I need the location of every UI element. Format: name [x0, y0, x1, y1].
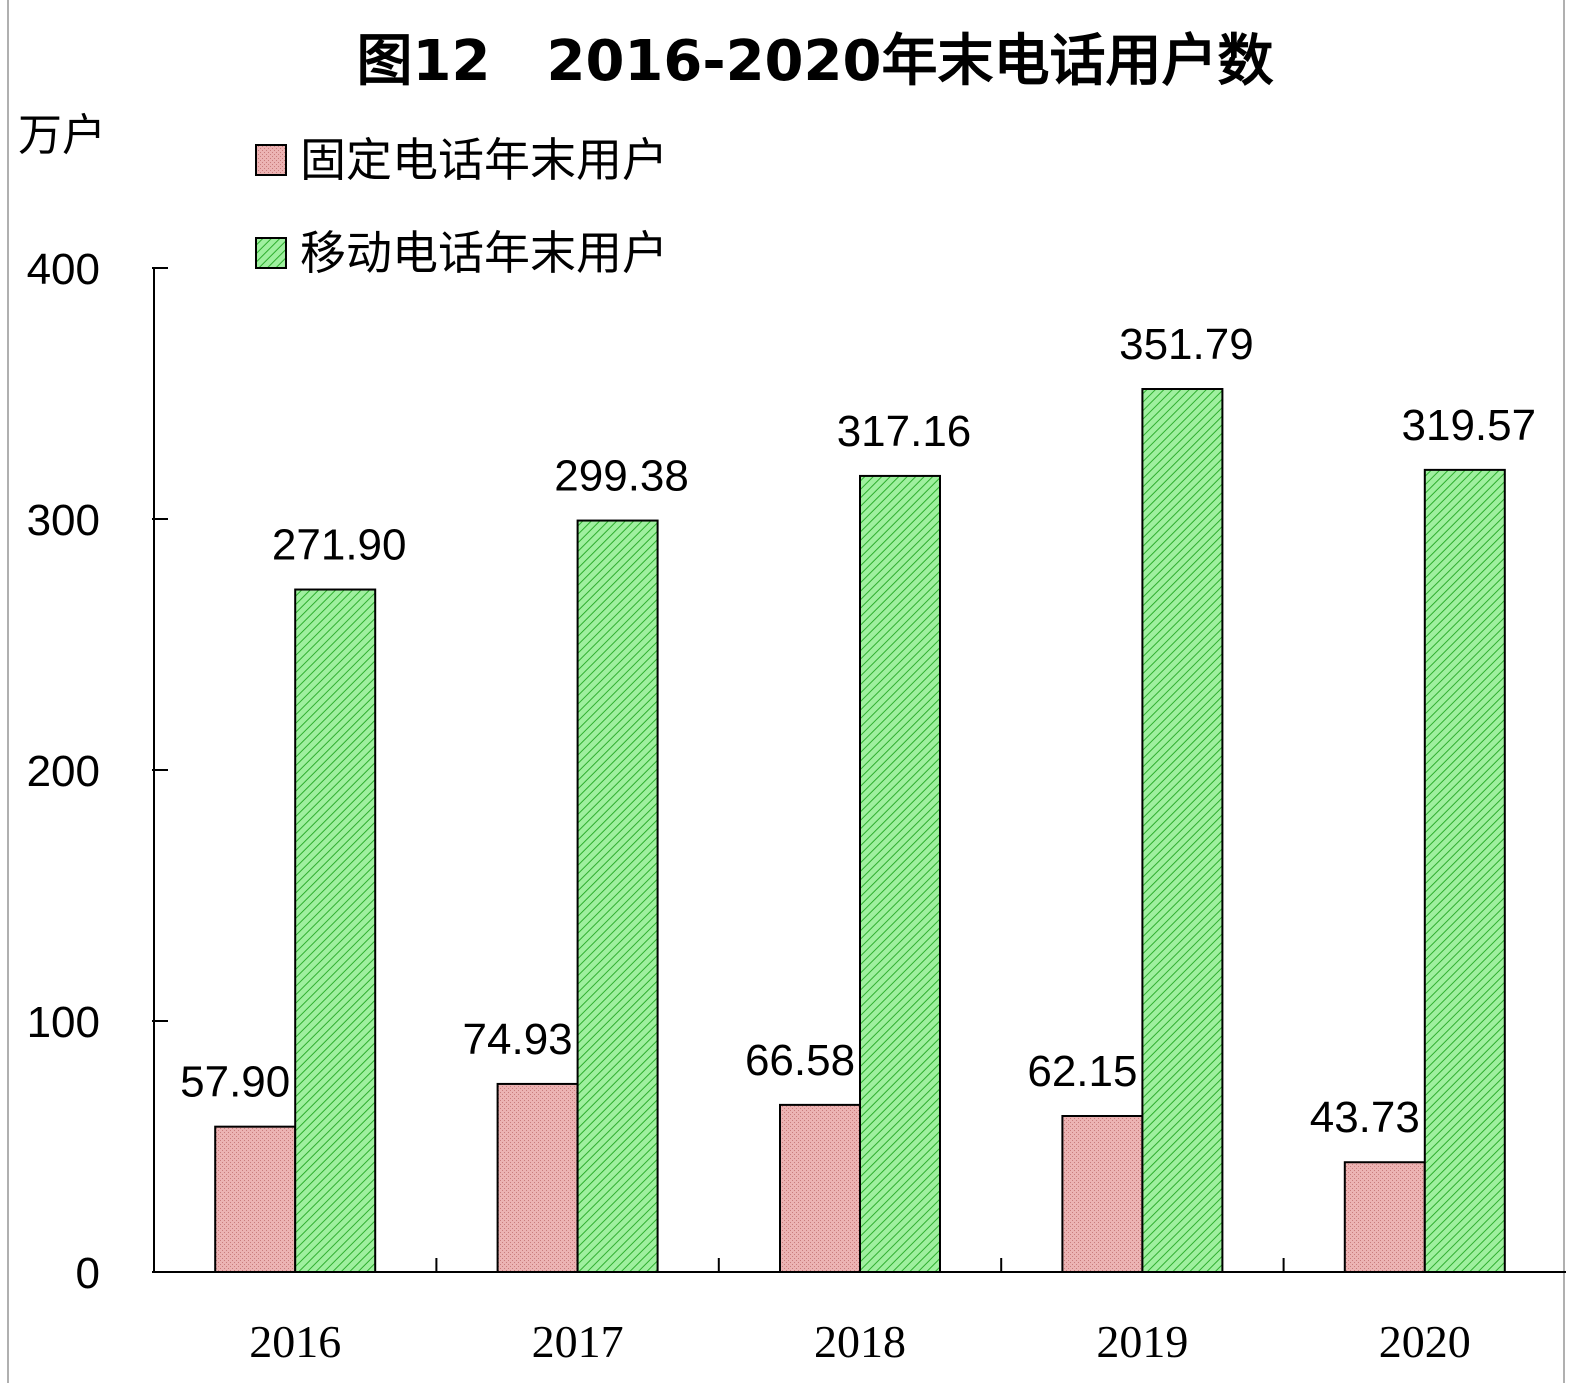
legend-swatch-mobile [255, 237, 287, 269]
data-label-mobile: 299.38 [554, 452, 689, 501]
bar-mobile [1141, 388, 1224, 1274]
data-label-fixed: 43.73 [1310, 1093, 1420, 1142]
legend-label-mobile: 移动电话年末用户 [300, 226, 668, 280]
bar-mobile [576, 519, 659, 1273]
bar-fixed [496, 1082, 579, 1273]
y-tick-label: 400 [27, 245, 100, 294]
data-label-mobile: 271.90 [272, 521, 407, 570]
data-label-mobile: 317.16 [837, 407, 972, 456]
bar-fixed [1061, 1115, 1144, 1274]
y-axis-label: 万户 [18, 110, 106, 161]
y-tick-label: 300 [27, 496, 100, 545]
legend-swatch-fixed [255, 144, 287, 176]
data-label-mobile: 351.79 [1119, 320, 1254, 369]
y-tick-label: 200 [27, 747, 100, 796]
bar-fixed [1343, 1161, 1426, 1273]
y-tick-label: 100 [27, 998, 100, 1047]
x-tick-label: 2019 [1096, 1316, 1188, 1367]
x-tick-label: 2016 [249, 1316, 341, 1367]
x-tick-label: 2017 [532, 1316, 624, 1367]
x-tick-label: 2020 [1379, 1316, 1471, 1367]
data-label-mobile: 319.57 [1402, 401, 1537, 450]
bar-mobile [859, 474, 941, 1273]
data-label-fixed: 57.90 [180, 1058, 290, 1107]
legend-label-fixed: 固定电话年末用户 [300, 133, 668, 187]
chart-title: 图12 2016-2020年末电话用户数 [357, 29, 1274, 94]
bar-fixed [779, 1103, 861, 1273]
bar-fixed [214, 1125, 297, 1274]
x-tick-label: 2018 [814, 1316, 906, 1367]
data-label-fixed: 62.15 [1027, 1047, 1137, 1096]
data-label-fixed: 74.93 [463, 1015, 573, 1064]
bar-mobile [294, 588, 377, 1273]
y-tick-label: 0 [76, 1249, 100, 1298]
data-label-fixed: 66.58 [745, 1036, 855, 1085]
bar-mobile [1423, 468, 1506, 1274]
